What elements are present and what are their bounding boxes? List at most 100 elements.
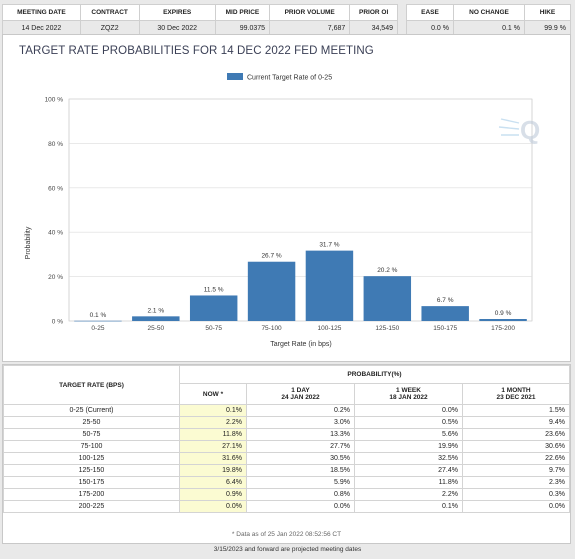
one-month-cell: 22.6% (462, 452, 570, 465)
x-tick-label: 25-50 (148, 325, 165, 332)
one-day-cell: 3.0% (246, 416, 355, 429)
now-cell: 19.8% (179, 464, 247, 477)
header-no-change: NO CHANGE (453, 4, 525, 21)
legend-swatch (227, 73, 243, 80)
x-tick-label: 50-75 (205, 325, 222, 332)
table-row: 175-200 0.9% 0.8% 2.2% 0.3% (3, 488, 570, 501)
now-cell: 6.4% (179, 476, 247, 489)
one-week-cell: 0.1% (354, 500, 463, 513)
rate-cell: 25-50 (3, 416, 180, 429)
one-day-cell: 30.5% (246, 452, 355, 465)
rate-cell: 125-150 (3, 464, 180, 477)
table-row: 0-25 (Current) 0.1% 0.2% 0.0% 1.5% (3, 404, 570, 417)
header-hike: HIKE (524, 4, 571, 21)
plot-area (68, 98, 533, 322)
one-week-cell: 19.9% (354, 440, 463, 453)
one-week-cell: 11.8% (354, 476, 463, 489)
one-month-cell: 0.3% (462, 488, 570, 501)
one-month-header: 1 MONTH 23 DEC 2021 (462, 383, 570, 405)
one-month-cell: 1.5% (462, 404, 570, 417)
rate-cell: 200-225 (3, 500, 180, 513)
y-axis-label: Probability (25, 226, 32, 259)
header-ease: EASE (406, 4, 454, 21)
now-cell: 0.9% (179, 488, 247, 501)
one-week-cell: 0.0% (354, 404, 463, 417)
data-label: 11.5 % (204, 286, 224, 293)
contract-header-row: MEETING DATE CONTRACT EXPIRES MID PRICE … (2, 4, 398, 21)
bar-chart: Current Target Rate of 0-25 0.1 % 2.1 % 11… (25, 73, 540, 348)
one-week-cell: 27.4% (354, 464, 463, 477)
header-prior-oi: PRIOR OI (349, 4, 398, 21)
one-month-cell: 30.6% (462, 440, 570, 453)
one-week-cell: 5.6% (354, 428, 463, 441)
one-week-date: 18 JAN 2022 (389, 394, 428, 401)
one-day-cell: 13.3% (246, 428, 355, 441)
chart-panel: TARGET RATE PROBABILITIES FOR 14 DEC 202… (2, 34, 571, 362)
summary-table: EASE NO CHANGE HIKE 0.0 % 0.1 % 99.9 % (406, 4, 571, 37)
now-cell: 0.0% (179, 500, 247, 513)
bar (479, 319, 527, 321)
table-row: 200-225 0.0% 0.0% 0.1% 0.0% (3, 500, 570, 513)
one-day-cell: 27.7% (246, 440, 355, 453)
now-cell: 2.2% (179, 416, 247, 429)
rate-cell: 75-100 (3, 440, 180, 453)
y-tick-label: 60 % (48, 185, 63, 192)
y-tick-label: 0 % (52, 319, 63, 326)
x-tick-label: 100-125 (318, 325, 342, 332)
one-day-title: 1 DAY (291, 387, 310, 394)
table-row: 150-175 6.4% 5.9% 11.8% 2.3% (3, 476, 570, 489)
one-day-cell: 0.8% (246, 488, 355, 501)
header-meeting-date: MEETING DATE (2, 4, 81, 21)
one-day-cell: 18.5% (246, 464, 355, 477)
contract-table: MEETING DATE CONTRACT EXPIRES MID PRICE … (2, 4, 398, 37)
rate-cell: 100-125 (3, 452, 180, 465)
prob-table-header-row-2: NOW * 1 DAY 24 JAN 2022 1 WEEK 18 JAN 20… (4, 383, 570, 405)
rate-cell: 50-75 (3, 428, 180, 441)
bar (305, 250, 354, 321)
target-rate-header: TARGET RATE (BPS) (3, 365, 180, 405)
summary-data-row: 0.0 % 0.1 % 99.9 % (406, 20, 571, 37)
x-axis-label: Target Rate (in bps) (270, 341, 331, 348)
q-logo-icon: Q (498, 115, 540, 145)
one-day-cell: 0.2% (246, 404, 355, 417)
prob-table-header-row-1: TARGET RATE (BPS) PROBABILITY(%) (3, 365, 570, 405)
bar (132, 316, 180, 321)
header-contract: CONTRACT (79, 4, 140, 21)
one-week-title: 1 WEEK (396, 387, 421, 394)
svg-text:Q: Q (520, 115, 540, 145)
data-timestamp-note: * Data as of 25 Jan 2022 08:52:56 CT (231, 531, 342, 538)
one-month-cell: 9.7% (462, 464, 570, 477)
header-mid-price: MID PRICE (214, 4, 271, 21)
chart-title: TARGET RATE PROBABILITIES FOR 14 DEC 202… (19, 45, 374, 57)
bar (247, 261, 296, 321)
data-label: 20.2 % (377, 267, 397, 274)
one-month-cell: 23.6% (462, 428, 570, 441)
one-month-date: 23 DEC 2021 (496, 394, 536, 401)
now-cell: 0.1% (179, 404, 247, 417)
data-label: 0.1 % (90, 312, 107, 319)
probability-table-panel: TARGET RATE (BPS) PROBABILITY(%) NOW * 1… (2, 364, 571, 544)
data-label: 6.7 % (437, 297, 454, 304)
summary-header-row: EASE NO CHANGE HIKE (406, 4, 571, 21)
now-header: NOW * (179, 383, 247, 405)
data-label: 0.9 % (495, 310, 512, 317)
one-week-cell: 32.5% (354, 452, 463, 465)
rate-cell: 175-200 (3, 488, 180, 501)
one-day-date: 24 JAN 2022 (281, 394, 320, 401)
now-cell: 27.1% (179, 440, 247, 453)
y-tick-label: 80 % (48, 141, 63, 148)
header-expires: EXPIRES (138, 4, 216, 21)
one-week-cell: 0.5% (354, 416, 463, 429)
one-day-cell: 0.0% (246, 500, 355, 513)
one-month-cell: 9.4% (462, 416, 570, 429)
y-tick-label: 20 % (48, 274, 63, 281)
data-label: 26.7 % (261, 253, 281, 260)
one-day-cell: 5.9% (246, 476, 355, 489)
one-week-cell: 2.2% (354, 488, 463, 501)
one-day-header: 1 DAY 24 JAN 2022 (246, 383, 355, 405)
x-tick-label: 125-150 (375, 325, 399, 332)
x-tick-label: 0-25 (91, 325, 104, 332)
one-week-header: 1 WEEK 18 JAN 2022 (354, 383, 463, 405)
table-row: 100-125 31.6% 30.5% 32.5% 22.6% (3, 452, 570, 465)
table-row: 25-50 2.2% 3.0% 0.5% 9.4% (3, 416, 570, 429)
